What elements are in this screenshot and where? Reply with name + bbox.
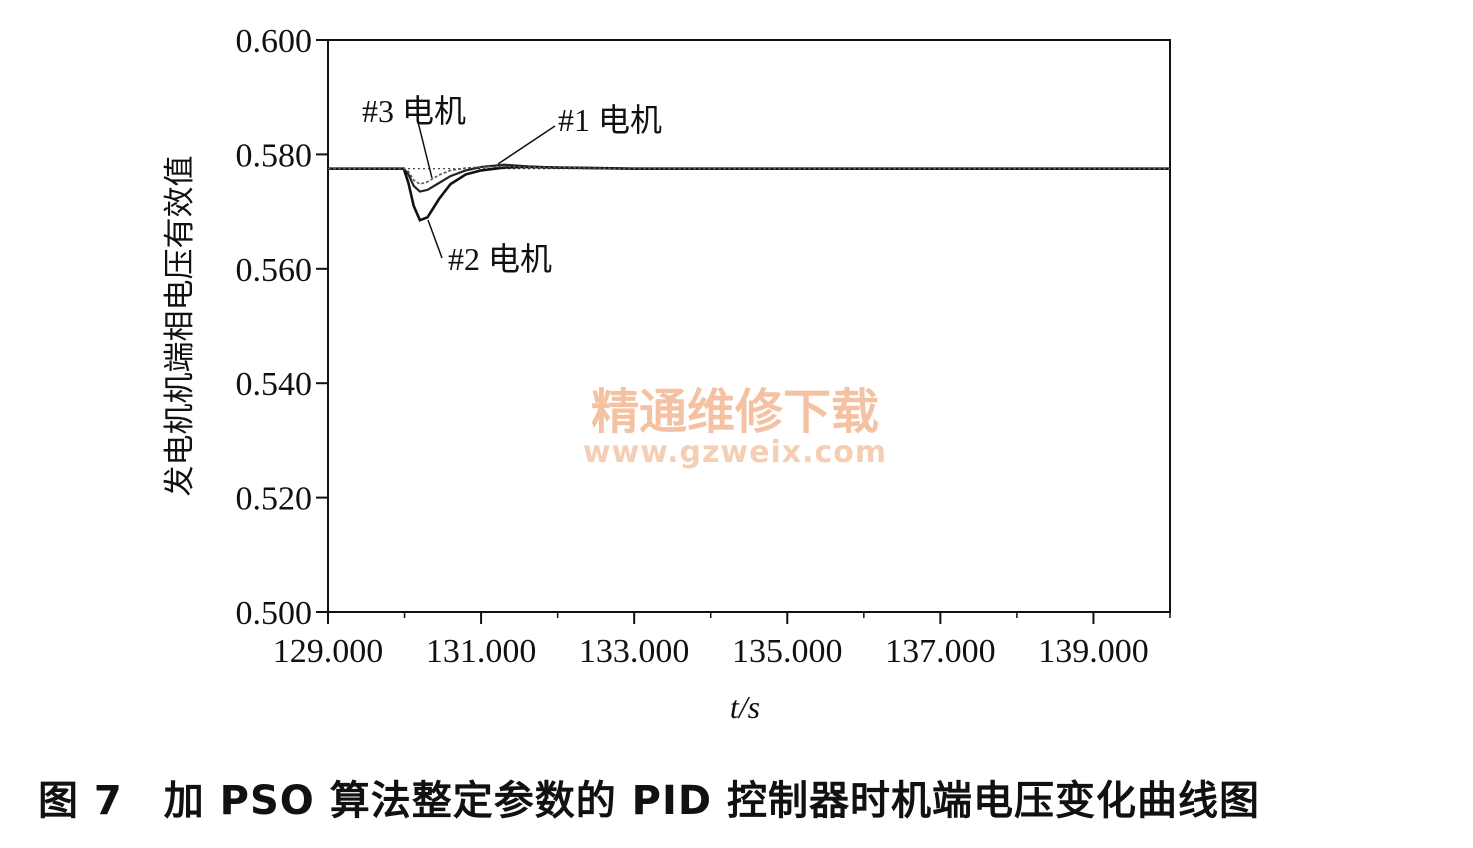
x-axis: 129.000 131.000 133.000 135.000 137.000 139.0… — [273, 612, 1171, 670]
x-tick-label: 133.000 — [579, 633, 690, 670]
x-axis-label: t/s — [730, 689, 760, 725]
annotation-pointer-motor2 — [427, 219, 443, 259]
plot-frame — [327, 39, 1171, 613]
annotation-motor1: #1 电机 — [558, 102, 662, 138]
figure-caption: 图 7 加 PSO 算法整定参数的 PID 控制器时机端电压变化曲线图 — [38, 778, 1260, 824]
y-axis: 0.600 0.580 0.560 0.540 0.520 0.500 — [236, 23, 328, 632]
x-tick-label: 135.000 — [732, 633, 843, 670]
x-tick-label: 137.000 — [885, 633, 996, 670]
annotation-motor3: #3 电机 — [362, 93, 466, 129]
chart: 精通维修下载 www.gzweix.com 0.600 0.580 0.560 0.5… — [162, 23, 1171, 725]
series-layer — [328, 163, 1170, 222]
y-tick-label: 0.540 — [236, 366, 313, 403]
y-tick-label: 0.600 — [236, 23, 313, 60]
x-tick-label: 139.000 — [1038, 633, 1149, 670]
series-line-3 — [328, 165, 1170, 185]
y-axis-label: 发电机机端相电压有效值 — [162, 156, 198, 497]
x-tick-label: 129.000 — [273, 633, 384, 670]
y-tick-label: 0.560 — [236, 252, 313, 289]
y-tick-label: 0.500 — [236, 595, 313, 632]
annotation-motor2: #2 电机 — [448, 241, 552, 277]
watermark-title: 精通维修下载 — [591, 384, 879, 440]
annotation-pointer-motor3 — [417, 121, 433, 179]
annotation-pointer-motor1 — [497, 125, 556, 165]
watermark-url: www.gzweix.com — [583, 435, 887, 470]
y-tick-label: 0.520 — [236, 481, 313, 518]
y-tick-label: 0.580 — [236, 137, 313, 174]
x-tick-label: 131.000 — [426, 633, 537, 670]
